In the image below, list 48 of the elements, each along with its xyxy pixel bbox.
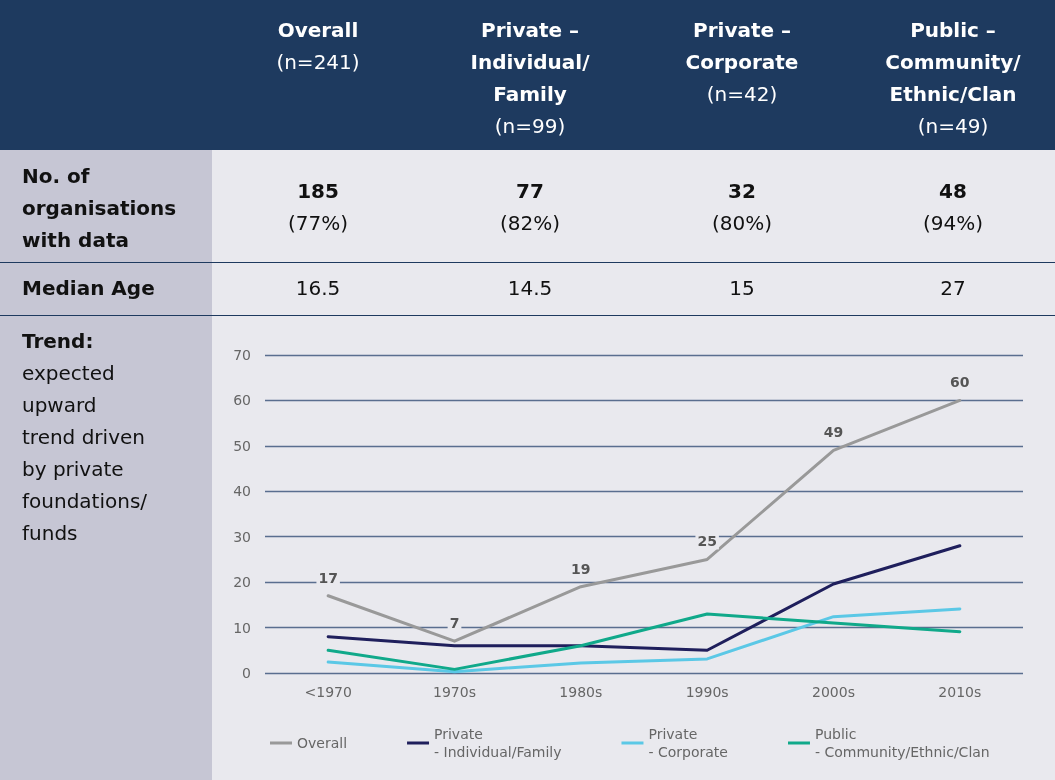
- text: 32: [727, 178, 757, 205]
- text: 185: [296, 178, 340, 205]
- text: Overall: [276, 17, 360, 44]
- data-label: 25: [697, 533, 717, 550]
- text: 48: [938, 178, 968, 205]
- text: 14.5: [506, 275, 554, 302]
- x-tick-label: 1970s: [433, 684, 476, 700]
- x-tick-label: 1980s: [559, 684, 603, 700]
- text: Public – Community/ Ethnic/Clan: [884, 17, 1022, 108]
- y-tick-label: 50: [233, 437, 251, 454]
- text: (77%): [286, 210, 350, 237]
- x-tick-label: 2000s: [812, 684, 855, 700]
- text: No. of organisations with data: [22, 163, 178, 254]
- legend-label: Public - Community/Ethnic/Clan: [814, 726, 990, 760]
- x-tick-label: <1970: [304, 684, 352, 700]
- text: 77: [515, 178, 545, 205]
- text: (n=42): [705, 81, 779, 108]
- data-label: 49: [823, 424, 844, 441]
- y-tick-label: 70: [233, 347, 251, 363]
- text: 16.5: [294, 275, 342, 302]
- legend-label: Private - Individual/Family: [434, 726, 562, 760]
- text: Trend:: [22, 328, 95, 355]
- data-label: 19: [571, 560, 591, 577]
- text: (n=99): [493, 113, 567, 140]
- text: Private – Corporate: [684, 17, 800, 76]
- data-label: 7: [449, 615, 460, 632]
- text: (n=241): [275, 49, 361, 76]
- data-label: 17: [318, 569, 338, 586]
- x-tick-label: 1990s: [685, 684, 729, 700]
- y-tick-label: 40: [233, 483, 251, 500]
- data-label: 60: [950, 374, 970, 391]
- text: (82%): [498, 210, 562, 237]
- y-tick-label: 60: [233, 392, 251, 409]
- text: Private – Individual/ Family: [469, 17, 591, 108]
- text: expected upward trend driven by private foundations/ funds: [22, 360, 149, 547]
- text: (94%): [921, 210, 985, 237]
- legend-label: Overall: [297, 735, 348, 751]
- y-tick-label: 0: [242, 665, 251, 681]
- text: (80%): [710, 210, 774, 237]
- y-tick-label: 20: [233, 574, 251, 591]
- y-tick-label: 30: [233, 528, 251, 545]
- y-tick-label: 10: [233, 619, 251, 636]
- text: (n=49): [916, 113, 990, 140]
- x-tick-label: 2010s: [938, 684, 982, 700]
- text: Median Age: [22, 275, 156, 302]
- text: 27: [939, 275, 967, 302]
- legend-label: Private - Corporate: [648, 726, 728, 760]
- text: 15: [728, 275, 756, 302]
